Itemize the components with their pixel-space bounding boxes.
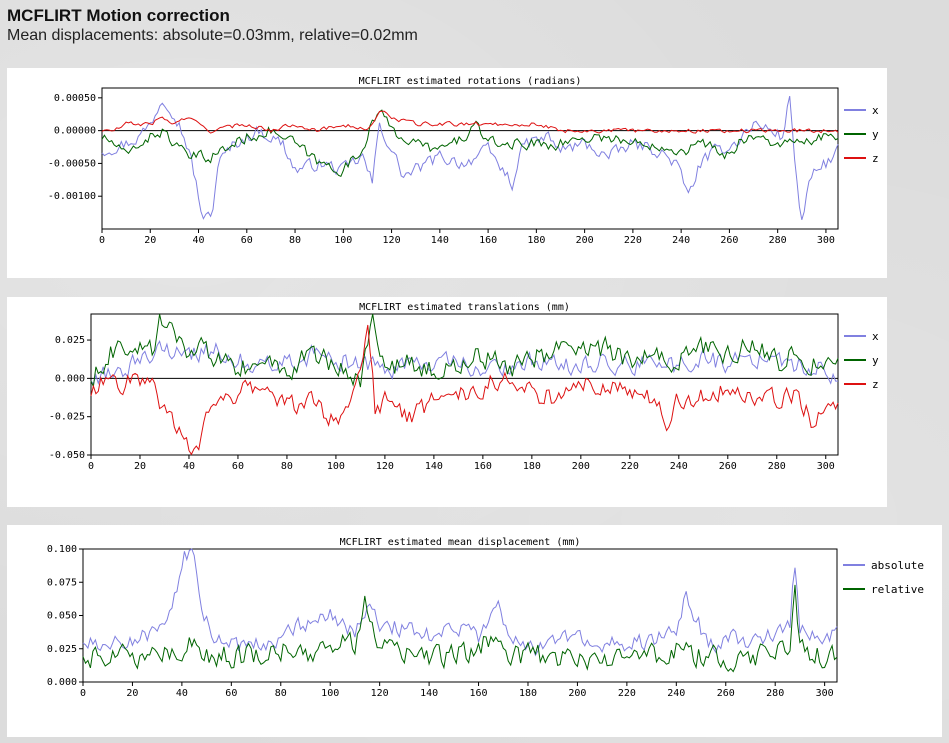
legend-label-absolute: absolute [871, 559, 924, 572]
x-tick-label: 20 [134, 461, 146, 472]
x-tick-label: 80 [289, 235, 301, 246]
x-tick-label: 160 [479, 235, 497, 246]
x-tick-label: 200 [576, 235, 594, 246]
page-title: MCFLIRT Motion correction [7, 6, 230, 25]
rotations-chart: MCFLIRT estimated rotations (radians) 0 20… [48, 76, 879, 246]
y-tick-label: -0.00100 [48, 191, 96, 202]
x-tick-label: 40 [176, 688, 188, 699]
series-line-x [90, 340, 838, 386]
displacement-chart: MCFLIRT estimated mean displacement (mm)… [47, 537, 924, 699]
legend-label-z: z [872, 378, 879, 391]
series-line-x [101, 95, 839, 220]
y-tick-label: 0.000 [47, 677, 77, 688]
x-tick-label: 100 [327, 461, 345, 472]
series-line-z [101, 110, 839, 134]
x-tick-label: 60 [232, 461, 244, 472]
rotations-chart-panel: MCFLIRT estimated rotations (radians) 0 20… [7, 68, 887, 278]
displacement-chart-panel: MCFLIRT estimated mean displacement (mm)… [7, 525, 942, 737]
x-tick-label: 140 [425, 461, 443, 472]
series-line-y [90, 313, 839, 389]
x-tick-label: 160 [474, 461, 492, 472]
x-tick-label: 280 [766, 688, 784, 699]
x-tick-label: 20 [126, 688, 138, 699]
series-line-z [90, 324, 839, 456]
y-tick-label: -0.00050 [48, 158, 96, 169]
translations-chart: MCFLIRT estimated translations (mm) 0 20 40… [49, 302, 879, 472]
x-tick-label: 0 [80, 688, 86, 699]
x-tick-label: 300 [817, 235, 835, 246]
plot-frame [101, 87, 839, 230]
legend-label-relative: relative [871, 583, 924, 596]
legend-label-x: x [872, 104, 879, 117]
x-tick-label: 220 [618, 688, 636, 699]
x-tick-label: 180 [523, 461, 541, 472]
y-tick-label: 0.075 [47, 577, 77, 588]
y-tick-label: 0.050 [47, 611, 77, 622]
x-tick-label: 220 [621, 461, 639, 472]
x-tick-label: 180 [519, 688, 537, 699]
x-tick-label: 280 [769, 235, 787, 246]
x-tick-label: 160 [470, 688, 488, 699]
chart-title: MCFLIRT estimated translations (mm) [359, 302, 570, 313]
x-tick-label: 240 [670, 461, 688, 472]
plot-frame [90, 313, 839, 456]
x-tick-label: 300 [817, 461, 835, 472]
x-tick-label: 140 [420, 688, 438, 699]
x-tick-label: 220 [624, 235, 642, 246]
x-tick-label: 120 [383, 235, 401, 246]
y-tick-label: 0.00000 [54, 126, 96, 137]
legend-label-x: x [872, 330, 879, 343]
x-tick-label: 120 [376, 461, 394, 472]
x-tick-label: 140 [431, 235, 449, 246]
x-tick-label: 260 [720, 235, 738, 246]
x-tick-label: 200 [572, 461, 590, 472]
x-tick-label: 80 [275, 688, 287, 699]
y-tick-label: -0.025 [49, 412, 85, 423]
page-header: MCFLIRT Motion correction Mean displacem… [7, 6, 418, 46]
legend-label-y: y [872, 354, 879, 367]
x-tick-label: 300 [816, 688, 834, 699]
x-tick-label: 120 [371, 688, 389, 699]
x-tick-label: 40 [183, 461, 195, 472]
x-tick-label: 0 [99, 235, 105, 246]
series-line-y [101, 109, 839, 177]
series-line-relative [82, 584, 838, 673]
y-tick-label: 0.025 [55, 335, 85, 346]
y-tick-label: 0.000 [55, 373, 85, 384]
x-tick-label: 260 [717, 688, 735, 699]
x-tick-label: 80 [281, 461, 293, 472]
series-line-absolute [82, 548, 838, 657]
x-tick-label: 180 [527, 235, 545, 246]
legend-label-y: y [872, 128, 879, 141]
x-tick-label: 60 [241, 235, 253, 246]
x-tick-label: 240 [667, 688, 685, 699]
y-tick-label: 0.00050 [54, 93, 96, 104]
x-tick-label: 200 [568, 688, 586, 699]
page-subtitle: Mean displacements: absolute=0.03mm, rel… [7, 27, 418, 44]
x-tick-label: 100 [321, 688, 339, 699]
x-tick-label: 240 [672, 235, 690, 246]
x-tick-label: 60 [225, 688, 237, 699]
y-tick-label: -0.050 [49, 450, 85, 461]
chart-title: MCFLIRT estimated rotations (radians) [359, 76, 582, 87]
chart-title: MCFLIRT estimated mean displacement (mm) [340, 537, 581, 548]
x-tick-label: 100 [334, 235, 352, 246]
x-tick-label: 20 [144, 235, 156, 246]
y-tick-label: 0.025 [47, 644, 77, 655]
x-tick-label: 260 [719, 461, 737, 472]
legend-label-z: z [872, 152, 879, 165]
x-tick-label: 280 [768, 461, 786, 472]
translations-chart-panel: MCFLIRT estimated translations (mm) 0 20 40… [7, 297, 887, 507]
x-tick-label: 0 [88, 461, 94, 472]
y-tick-label: 0.100 [47, 544, 77, 555]
x-tick-label: 40 [193, 235, 205, 246]
